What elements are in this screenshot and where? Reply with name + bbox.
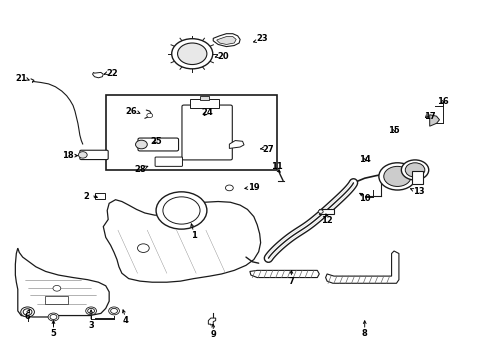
- Circle shape: [21, 307, 34, 317]
- Circle shape: [88, 309, 95, 314]
- Circle shape: [379, 163, 416, 190]
- Text: 2: 2: [83, 192, 89, 201]
- Text: 16: 16: [437, 97, 449, 106]
- Circle shape: [156, 192, 207, 229]
- Text: 6: 6: [24, 312, 30, 321]
- Circle shape: [138, 244, 149, 252]
- Circle shape: [401, 160, 429, 180]
- Text: 4: 4: [122, 316, 128, 325]
- Text: 11: 11: [271, 162, 283, 171]
- Polygon shape: [250, 270, 319, 278]
- Circle shape: [177, 43, 207, 64]
- Bar: [106, 95, 277, 170]
- Text: 26: 26: [126, 107, 138, 116]
- Text: 20: 20: [217, 52, 229, 61]
- Circle shape: [405, 163, 425, 177]
- Polygon shape: [15, 248, 109, 317]
- Circle shape: [48, 313, 59, 321]
- Text: 28: 28: [134, 166, 146, 175]
- Circle shape: [147, 113, 153, 118]
- Bar: [95, 193, 105, 199]
- Text: 3: 3: [88, 321, 94, 330]
- Text: 23: 23: [256, 34, 268, 43]
- Text: 21: 21: [15, 75, 27, 84]
- Bar: [45, 296, 68, 304]
- Circle shape: [384, 166, 411, 186]
- Polygon shape: [430, 115, 440, 126]
- Text: 17: 17: [424, 112, 436, 121]
- Text: 12: 12: [321, 216, 333, 225]
- Polygon shape: [326, 251, 399, 283]
- Text: 18: 18: [62, 151, 74, 160]
- Text: 9: 9: [210, 330, 216, 339]
- Text: 1: 1: [191, 231, 196, 240]
- Circle shape: [50, 315, 57, 319]
- Polygon shape: [93, 72, 103, 78]
- Circle shape: [53, 285, 61, 291]
- Text: 10: 10: [359, 194, 370, 203]
- FancyBboxPatch shape: [80, 150, 108, 159]
- Text: 7: 7: [289, 276, 294, 285]
- FancyBboxPatch shape: [138, 138, 178, 151]
- Circle shape: [78, 152, 87, 158]
- Polygon shape: [217, 37, 236, 44]
- Polygon shape: [229, 140, 244, 148]
- Text: 27: 27: [263, 145, 274, 154]
- Circle shape: [23, 309, 32, 315]
- Text: 14: 14: [359, 155, 370, 164]
- Text: 19: 19: [248, 183, 260, 192]
- Text: 22: 22: [106, 69, 118, 78]
- Text: 24: 24: [201, 108, 213, 117]
- Text: 25: 25: [150, 137, 162, 146]
- Circle shape: [225, 185, 233, 191]
- Circle shape: [163, 197, 200, 224]
- Bar: [319, 209, 334, 214]
- Text: 8: 8: [362, 329, 368, 338]
- Text: 15: 15: [388, 126, 400, 135]
- FancyBboxPatch shape: [182, 105, 232, 160]
- Polygon shape: [208, 318, 216, 325]
- Circle shape: [86, 307, 97, 315]
- Circle shape: [318, 210, 323, 213]
- Circle shape: [172, 39, 213, 69]
- Circle shape: [136, 140, 147, 149]
- Text: 13: 13: [413, 187, 424, 196]
- Circle shape: [109, 307, 120, 315]
- Bar: [200, 96, 209, 100]
- Bar: [190, 99, 219, 108]
- Polygon shape: [103, 200, 261, 282]
- Bar: [412, 171, 423, 184]
- Text: 5: 5: [50, 329, 56, 338]
- FancyBboxPatch shape: [155, 157, 182, 166]
- Circle shape: [111, 309, 118, 314]
- Polygon shape: [213, 34, 240, 46]
